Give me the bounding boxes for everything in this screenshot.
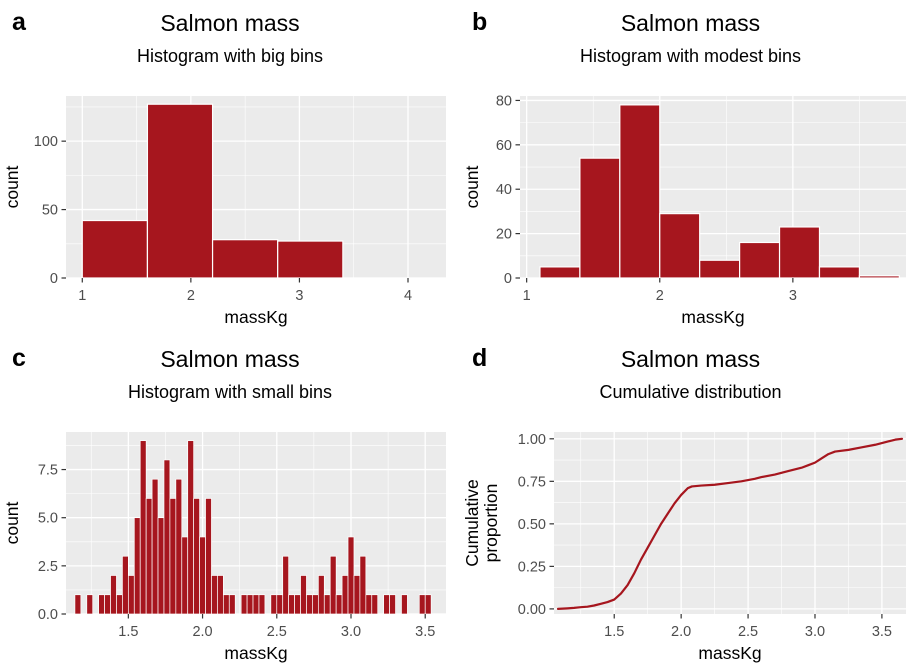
svg-text:50: 50 — [42, 203, 58, 219]
svg-text:1.5: 1.5 — [604, 624, 624, 640]
panel-b-title: Salmon mass — [620, 10, 761, 36]
svg-text:40: 40 — [496, 182, 512, 198]
svg-text:1.5: 1.5 — [118, 624, 138, 640]
panel-d: d Salmon mass Cumulative distribution 1.… — [460, 336, 921, 672]
svg-text:100: 100 — [34, 134, 58, 150]
histogram-modest-bins-chart: 1 2 3 0 20 40 60 80 massKg count — [462, 93, 906, 327]
panel-b-header: Salmon mass Histogram with modest bins — [460, 0, 921, 88]
panel-b-tag: b — [472, 8, 488, 36]
svg-text:80: 80 — [496, 93, 512, 109]
svg-text:2.0: 2.0 — [671, 624, 691, 640]
svg-text:4: 4 — [404, 288, 412, 304]
panel-c: c Salmon mass Histogram with small bins … — [0, 336, 460, 672]
svg-text:massKg: massKg — [698, 643, 761, 663]
svg-text:7.5: 7.5 — [38, 463, 58, 479]
svg-text:3.0: 3.0 — [341, 624, 361, 640]
svg-text:3: 3 — [789, 288, 797, 304]
panel-c-subtitle: Histogram with small bins — [127, 382, 333, 402]
svg-text:0: 0 — [50, 271, 58, 287]
panel-d-subtitle: Cumulative distribution — [599, 382, 782, 402]
svg-text:count: count — [462, 165, 482, 208]
svg-text:2: 2 — [187, 288, 195, 304]
svg-text:count: count — [2, 165, 22, 208]
panel-d-tag: d — [472, 344, 488, 372]
svg-text:60: 60 — [496, 138, 512, 154]
panel-c-tag: c — [12, 344, 26, 372]
svg-text:count: count — [2, 501, 22, 544]
histogram-small-bins-chart: 1.5 2.0 2.5 3.0 3.5 0.0 2.5 5.0 7.5 massKg count — [2, 432, 446, 663]
panel-a-title: Salmon mass — [160, 10, 300, 36]
svg-text:1: 1 — [78, 288, 86, 304]
svg-text:3.5: 3.5 — [872, 624, 892, 640]
svg-text:20: 20 — [496, 227, 512, 243]
histogram-big-bins-chart: 1 2 3 4 0 50 100 massKg count — [2, 96, 446, 327]
svg-text:3.0: 3.0 — [805, 624, 825, 640]
svg-text:massKg: massKg — [224, 643, 287, 663]
svg-text:0: 0 — [504, 271, 512, 287]
svg-text:1: 1 — [523, 288, 531, 304]
panel-d-title: Salmon mass — [620, 346, 761, 372]
panel-a-subtitle: Histogram with big bins — [136, 46, 324, 66]
svg-text:0.25: 0.25 — [518, 559, 546, 575]
svg-text:2.5: 2.5 — [738, 624, 758, 640]
panel-a-tag: a — [12, 8, 26, 36]
svg-text:proportion: proportion — [481, 484, 501, 563]
svg-text:0.00: 0.00 — [518, 602, 546, 618]
panel-d-header: Salmon mass Cumulative distribution — [460, 336, 921, 424]
svg-text:massKg: massKg — [681, 307, 744, 327]
svg-text:2.5: 2.5 — [267, 624, 287, 640]
svg-text:2.0: 2.0 — [192, 624, 212, 640]
cumulative-distribution-chart: 1.5 2.0 2.5 3.0 3.5 0.00 0.25 0.50 0.75 1.00 massK… — [462, 432, 906, 663]
panel-c-title: Salmon mass — [160, 346, 300, 372]
svg-text:0.0: 0.0 — [38, 607, 58, 623]
svg-text:3.5: 3.5 — [415, 624, 435, 640]
panel-a-header: Salmon mass Histogram with big bins — [0, 0, 460, 88]
svg-text:massKg: massKg — [224, 307, 287, 327]
panel-b: b Salmon mass Histogram with modest bins… — [460, 0, 921, 336]
svg-text:0.50: 0.50 — [518, 517, 546, 533]
panel-a: a Salmon mass Histogram with big bins 1 2… — [0, 0, 460, 336]
panel-b-subtitle: Histogram with modest bins — [579, 46, 802, 66]
svg-text:2: 2 — [656, 288, 664, 304]
svg-text:Cumulative: Cumulative — [462, 479, 482, 567]
svg-text:5.0: 5.0 — [38, 511, 58, 527]
svg-text:0.75: 0.75 — [518, 474, 546, 490]
svg-text:3: 3 — [295, 288, 303, 304]
svg-text:2.5: 2.5 — [38, 559, 58, 575]
panel-c-header: Salmon mass Histogram with small bins — [0, 336, 460, 424]
svg-text:1.00: 1.00 — [518, 432, 546, 448]
